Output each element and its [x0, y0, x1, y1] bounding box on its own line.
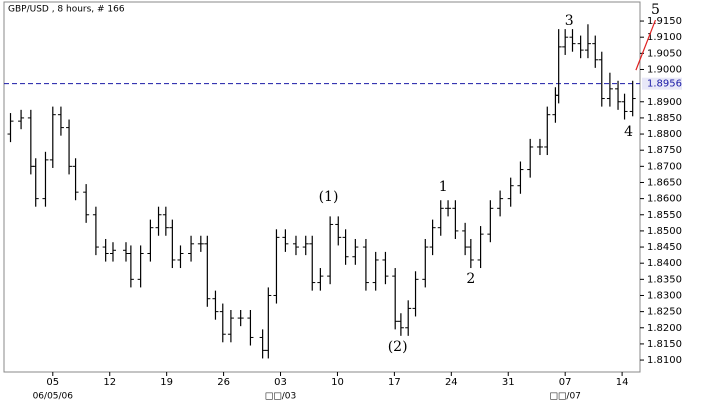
y-tick-label: 1.8700	[647, 161, 682, 172]
y-tick-label: 1.9050	[647, 48, 682, 59]
y-tick-label: 1.8450	[647, 242, 682, 253]
x-tick-label: 07	[559, 377, 572, 388]
y-tick-label: 1.9150	[647, 16, 682, 27]
y-tick-label: 1.8200	[647, 323, 682, 334]
y-tick-label: 1.9000	[647, 64, 682, 75]
y-tick-label: 1.8500	[647, 226, 682, 237]
date-label: □□/07	[549, 392, 581, 402]
x-tick-label: 03	[274, 377, 287, 388]
wave-label: 4	[624, 124, 633, 140]
trendline	[635, 19, 657, 71]
y-tick-label: 1.8150	[647, 339, 682, 350]
y-tick-label: 1.8100	[647, 355, 682, 366]
y-tick-label: 1.8350	[647, 274, 682, 285]
date-label: 06/05/06	[33, 392, 74, 402]
x-tick-label: 12	[103, 377, 116, 388]
x-tick-label: 05	[46, 377, 59, 388]
x-tick-label: 26	[217, 377, 230, 388]
y-tick-label: 1.8750	[647, 145, 682, 156]
chart-title: GBP/USD , 8 hours, # 166	[8, 5, 125, 15]
wave-label: (2)	[388, 339, 408, 355]
y-tick-label: 1.8900	[647, 97, 682, 108]
current-price-label: 1.8956	[647, 79, 682, 90]
date-label: □□/03	[265, 392, 297, 402]
y-tick-label: 1.8800	[647, 129, 682, 140]
x-tick-label: 31	[502, 377, 515, 388]
plot-area	[3, 1, 641, 373]
x-tick-label: 10	[331, 377, 344, 388]
x-tick-label: 14	[616, 377, 629, 388]
wave-label: 5	[651, 2, 660, 18]
x-tick-label: 19	[160, 377, 173, 388]
wave-label: 2	[466, 271, 475, 287]
y-tick-label: 1.8550	[647, 210, 682, 221]
x-tick-label: 17	[388, 377, 401, 388]
y-tick-label: 1.8250	[647, 307, 682, 318]
y-tick-label: 1.8300	[647, 290, 682, 301]
x-tick-label: 24	[445, 377, 458, 388]
y-tick-label: 1.9100	[647, 32, 682, 43]
wave-label: (1)	[319, 189, 339, 205]
wave-label: 3	[565, 13, 574, 29]
y-tick-label: 1.8400	[647, 258, 682, 269]
current-price-box	[642, 77, 682, 90]
y-tick-label: 1.8650	[647, 177, 682, 188]
y-tick-label: 1.8850	[647, 113, 682, 124]
wave-label: 1	[439, 179, 448, 195]
y-tick-label: 1.8600	[647, 194, 682, 205]
